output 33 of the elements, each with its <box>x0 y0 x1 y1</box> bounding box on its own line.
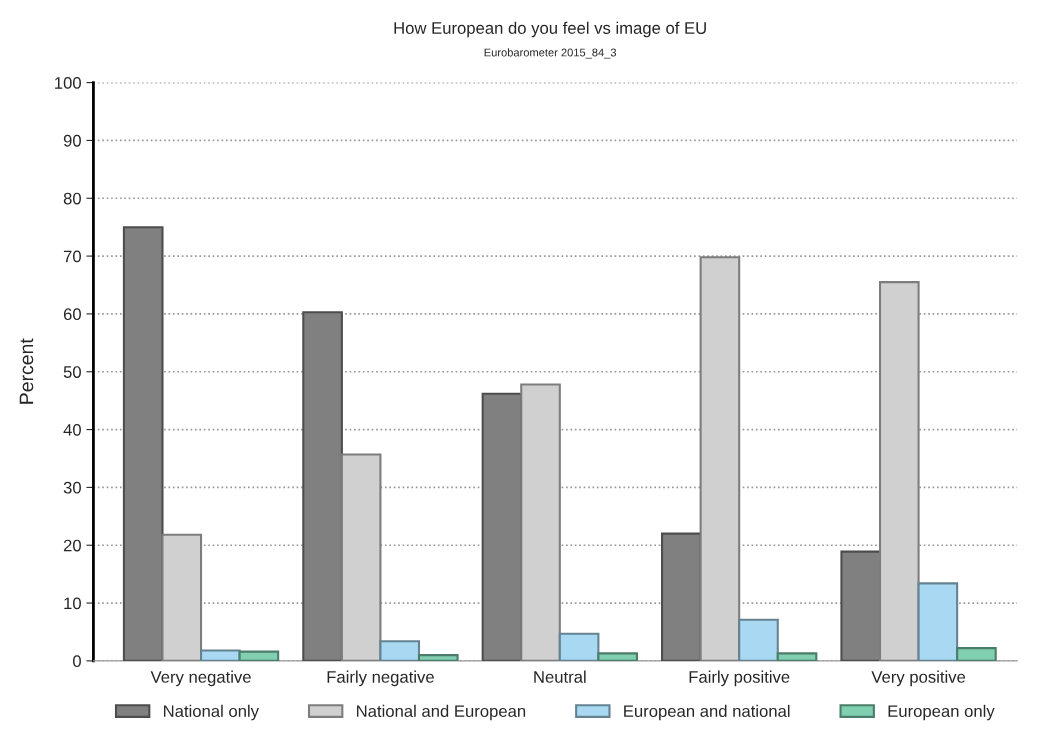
y-tick-label: 90 <box>63 134 81 147</box>
bar <box>738 618 779 661</box>
x-tick-label: Fairly positive <box>689 670 790 687</box>
bar <box>956 647 997 661</box>
y-tick-label: 20 <box>63 539 81 552</box>
bar <box>917 582 959 661</box>
legend-label: National only <box>164 704 259 721</box>
y-tick-label: 30 <box>63 481 81 494</box>
y-axis-title: Percent <box>19 338 34 404</box>
y-tick-label: 50 <box>63 366 81 378</box>
x-tick-label: Neutral <box>534 670 586 683</box>
y-tick-label: 70 <box>63 250 81 263</box>
y-tick-label: 100 <box>55 77 81 89</box>
bar <box>597 652 638 661</box>
bar <box>379 640 421 661</box>
bar <box>200 649 241 661</box>
y-tick-label: 10 <box>64 597 81 610</box>
legend-label: European and national <box>624 704 790 721</box>
y-tick-label: 60 <box>63 308 81 321</box>
y-tick-label: 0 <box>73 655 81 668</box>
chart-title: How European do you feel vs image of EU <box>394 21 706 38</box>
x-tick-label: Fairly negative <box>327 670 434 687</box>
x-tick-label: Very positive <box>871 670 966 687</box>
bar <box>558 632 600 661</box>
bar <box>238 650 280 661</box>
legend-label: European only <box>888 704 995 721</box>
bar <box>417 654 459 661</box>
legend-label: National and European <box>357 704 526 721</box>
bar <box>776 652 818 661</box>
x-tick-label: Very negative <box>150 670 251 687</box>
y-tick-label: 40 <box>63 423 81 436</box>
y-tick-label: 80 <box>63 192 81 205</box>
chart-subtitle: Eurobarometer 2015_84_3 <box>484 48 617 59</box>
